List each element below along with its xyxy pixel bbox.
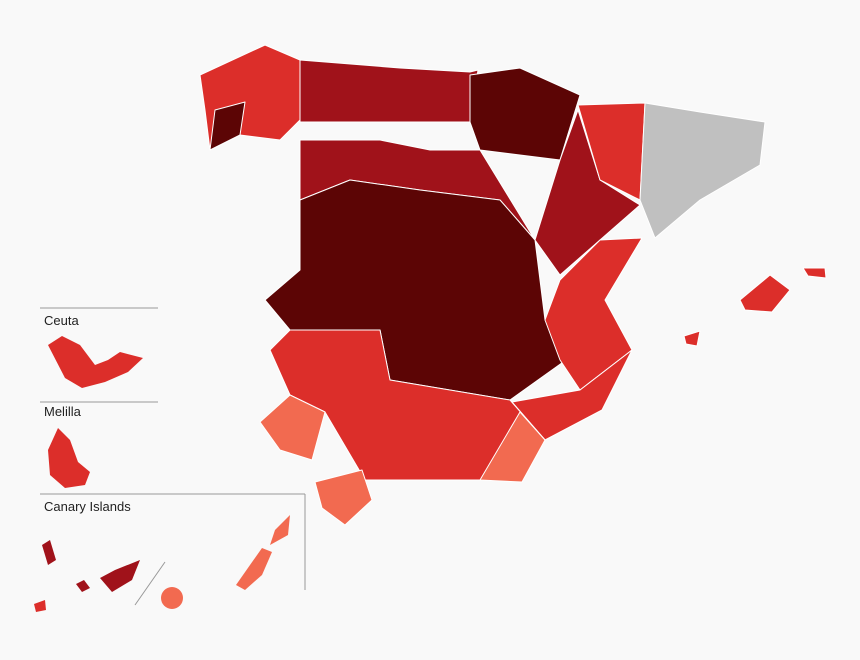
island [802,267,827,279]
island [236,548,272,590]
mainland [199,44,766,526]
region [639,102,766,239]
region [314,469,373,526]
inset-shape [48,336,143,388]
inset-label: Ceuta [44,313,79,328]
island [76,580,90,592]
island [42,540,56,565]
balearic-islands [683,267,827,347]
region [479,411,546,483]
region [209,101,246,151]
island [161,587,183,609]
insets: Ceuta Melilla Canary Islands [34,307,306,612]
region [264,179,581,401]
separator [134,561,166,606]
island [270,515,290,545]
inset-label: Canary Islands [44,499,131,514]
inset-shape [48,428,90,488]
region [511,349,633,441]
inset-label: Melilla [44,404,82,419]
region [259,394,326,461]
island [683,330,701,347]
island [739,274,791,313]
region [534,109,641,276]
island [34,600,46,612]
island [100,560,140,592]
